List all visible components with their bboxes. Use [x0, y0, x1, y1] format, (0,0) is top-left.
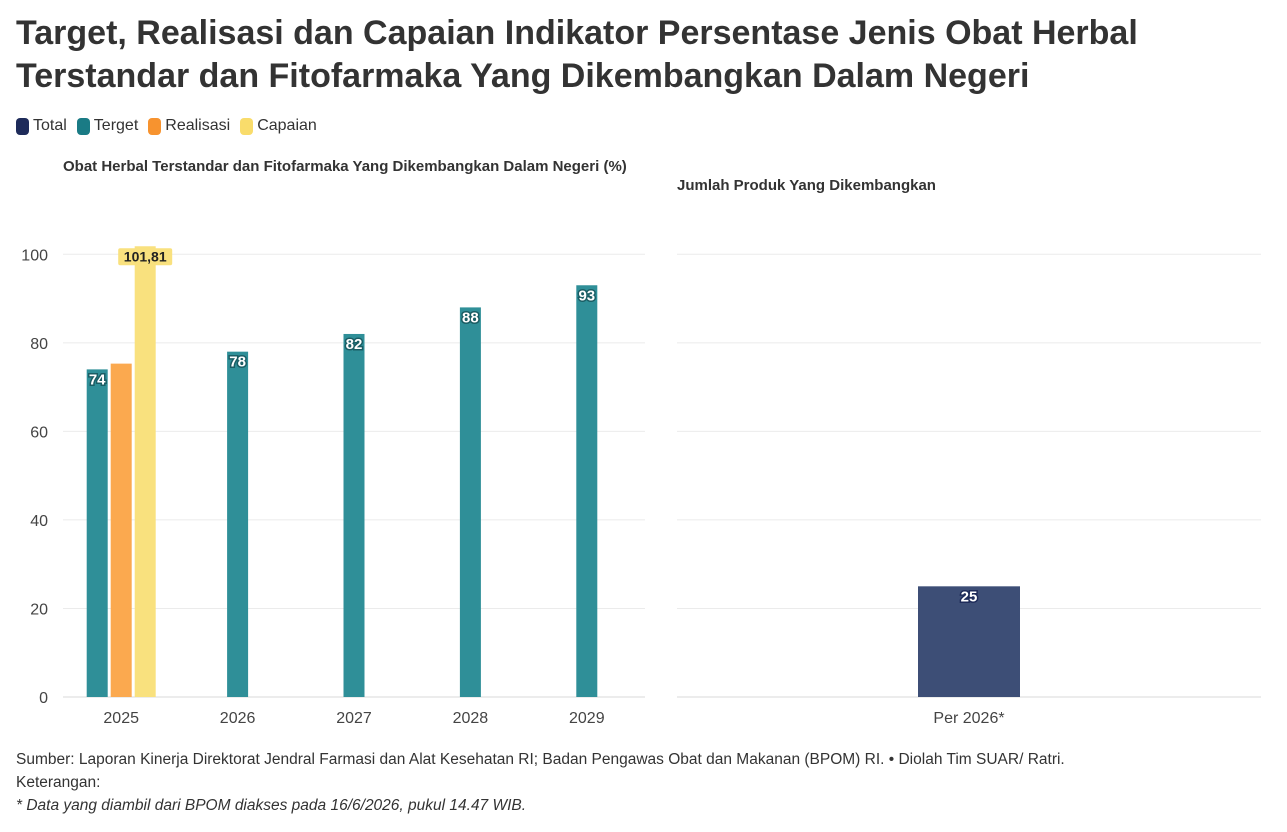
- legend-item-realisasi[interactable]: Realisasi: [148, 117, 230, 135]
- legend-label-capaian: Capaian: [257, 117, 317, 134]
- right-chart-x-tick-label: Per 2026*: [933, 710, 1004, 727]
- left-chart-data-label: 78: [229, 354, 246, 371]
- left-chart-data-label: 88: [462, 309, 479, 326]
- left-chart-bar-terget-2028: [459, 307, 481, 697]
- legend-item-total[interactable]: Total: [16, 117, 67, 135]
- legend: Total Terget Realisasi Capaian: [16, 117, 317, 135]
- legend-swatch-target: [76, 117, 90, 135]
- legend-swatch-realisasi: [148, 117, 162, 135]
- left-chart-y-tick-label: 80: [30, 336, 48, 353]
- left-chart-data-label: 82: [346, 336, 363, 353]
- left-chart-data-label: 101,81: [124, 248, 167, 264]
- left-chart-y-tick-label: 20: [30, 601, 48, 618]
- left-chart-x-tick-label: 2029: [569, 710, 605, 727]
- right-chart-data-label: 25: [961, 588, 978, 605]
- legend-swatch-capaian: [240, 117, 254, 135]
- footer: Sumber: Laporan Kinerja Direktorat Jendr…: [16, 748, 1065, 817]
- left-chart-y-tick-label: 100: [21, 247, 48, 264]
- footnote: * Data yang diambil dari BPOM diakses pa…: [16, 797, 527, 814]
- left-chart-bar-capaian-2025: [134, 246, 156, 697]
- left-chart-bar-terget-2029: [576, 285, 598, 697]
- left-chart-x-tick-label: 2025: [103, 710, 139, 727]
- left-panel-title: Obat Herbal Terstandar dan Fitofarmaka Y…: [63, 158, 627, 175]
- left-chart-y-tick-label: 60: [30, 424, 48, 441]
- left-chart-x-tick-label: 2026: [220, 710, 256, 727]
- right-chart-bar-total-Per 2026*: [918, 586, 1020, 697]
- left-chart-x-tick-label: 2028: [453, 710, 489, 727]
- left-chart-data-label: 93: [578, 287, 595, 304]
- legend-swatch-total: [16, 117, 29, 135]
- legend-item-target[interactable]: Terget: [76, 117, 139, 135]
- left-chart-bar-terget-2027: [343, 333, 365, 697]
- left-chart-data-label-bg: [118, 248, 173, 266]
- legend-label-realisasi: Realisasi: [165, 117, 231, 134]
- keterangan-label: Keterangan:: [16, 774, 101, 791]
- left-chart-bar-terget-2026: [227, 351, 249, 697]
- left-chart-x-tick-label: 2027: [336, 710, 372, 727]
- left-chart-bar-terget-2025: [86, 369, 108, 697]
- left-chart-bar-realisasi-2025: [110, 363, 132, 697]
- chart-title: Target, Realisasi dan Capaian Indikator …: [16, 14, 1138, 95]
- source-text: Sumber: Laporan Kinerja Direktorat Jendr…: [16, 751, 1065, 768]
- right-panel-title: Jumlah Produk Yang Dikembangkan: [677, 177, 936, 194]
- left-chart-data-label: 74: [89, 371, 106, 388]
- left-chart-y-tick-label: 0: [39, 690, 48, 707]
- left-chart-y-tick-label: 40: [30, 513, 48, 530]
- legend-label-target: Terget: [93, 117, 139, 134]
- legend-label-total: Total: [33, 117, 67, 134]
- legend-item-capaian[interactable]: Capaian: [240, 117, 317, 135]
